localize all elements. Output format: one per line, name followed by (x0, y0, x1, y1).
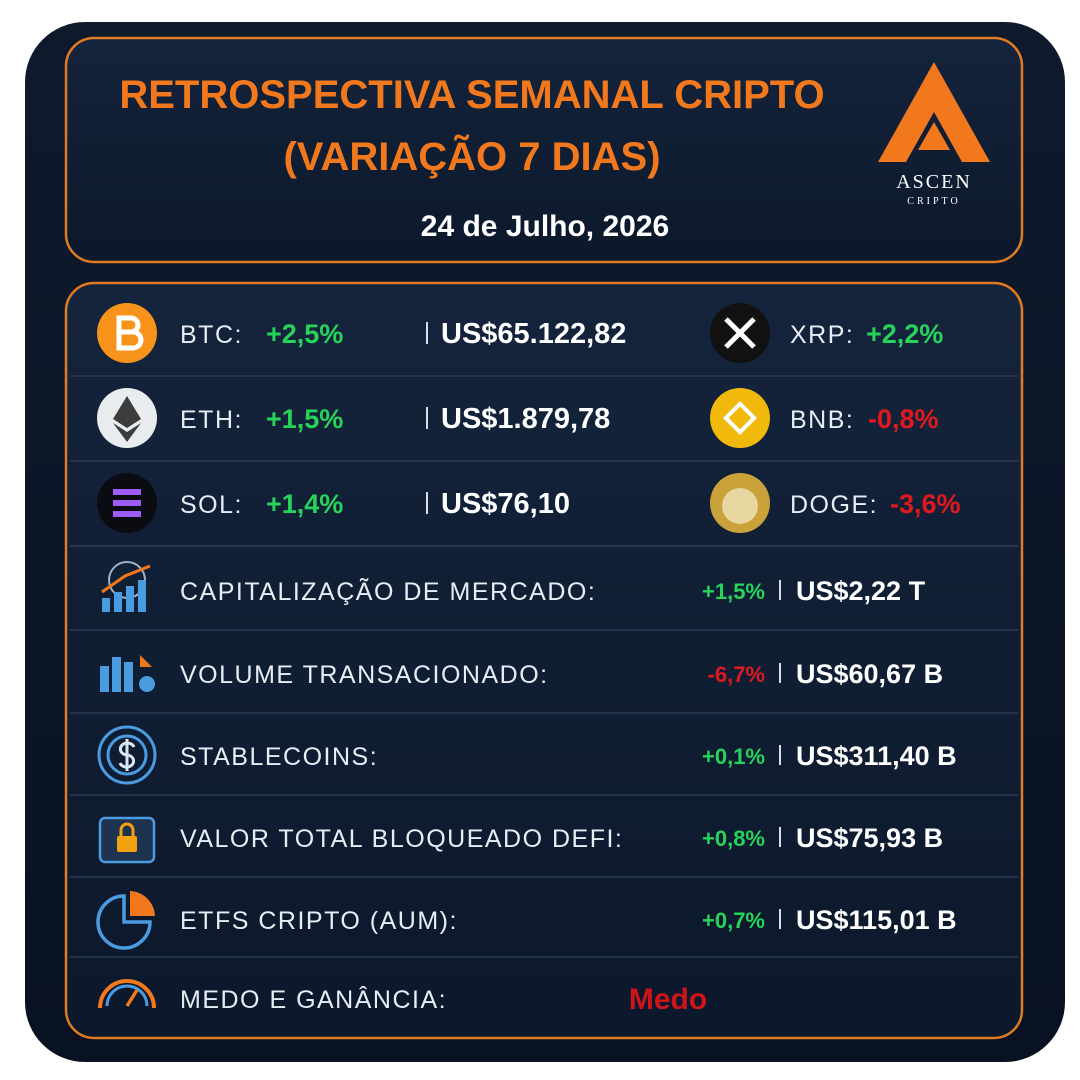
icon-pie (140, 655, 152, 667)
sentiment-label: MEDO E GANÂNCIA: (180, 985, 447, 1014)
doge-glyph (722, 488, 758, 524)
volume-icon (100, 655, 155, 692)
icon-gauge-inner (105, 984, 149, 1007)
metric-label: STABLECOINS: (180, 743, 378, 771)
coin-change: -3,6% (890, 489, 961, 519)
sentiment-value: Medo (629, 983, 707, 1016)
icon-coin (139, 676, 155, 692)
market-cap-icon (101, 561, 151, 612)
row-separators (70, 375, 1018, 958)
metric-change: +0,1% (702, 744, 765, 769)
icon-pie (96, 894, 152, 950)
metric-label: VOLUME TRANSACIONADO: (180, 661, 549, 689)
header-box (64, 36, 1024, 264)
body-box (64, 281, 1024, 1040)
logo-name: ASCEN (896, 171, 972, 193)
coin-price: US$65.122,82 (441, 318, 626, 350)
icon-gauge (98, 979, 156, 1009)
eth-glyph (113, 396, 141, 442)
fear-greed-icon (98, 979, 156, 1009)
icon-bar (124, 662, 133, 692)
etf-icon (96, 891, 155, 950)
logo-mark (918, 122, 950, 150)
coin-label: SOL: (180, 491, 243, 519)
icon-slice (130, 891, 155, 916)
bnb-icon (710, 388, 770, 448)
metric-label: ETFS CRIPTO (AUM): (180, 907, 458, 935)
icon-bar (100, 666, 109, 692)
logo-tagline: CRIPTO (907, 196, 960, 207)
logo: ASCEN CRIPTO (878, 62, 990, 207)
metric-change: +0,8% (702, 826, 765, 851)
metric-value: US$2,22 T (796, 576, 926, 606)
bnb-glyph (723, 401, 757, 435)
coin-label: DOGE: (790, 491, 878, 519)
icon-bar (102, 598, 110, 612)
metric-change: -6,7% (708, 662, 765, 687)
coin-label: BNB: (790, 406, 854, 434)
coin-change: +2,5% (266, 319, 343, 349)
tvl-icon (98, 816, 156, 864)
icon-ring (106, 734, 148, 776)
icon-bar (112, 657, 121, 692)
coin-price: US$76,10 (441, 488, 570, 520)
icon-bar (114, 592, 122, 612)
coin-change: +1,4% (266, 489, 343, 519)
icon-bar (126, 586, 134, 612)
metric-value: US$60,67 B (796, 659, 943, 689)
metric-value: US$75,93 B (796, 823, 943, 853)
icon-needle (125, 989, 139, 1007)
icon-dollar (118, 739, 136, 771)
coin-change: +1,5% (266, 404, 343, 434)
coin-label: BTC: (180, 321, 243, 349)
title-line: (VARIAÇÃO 7 DIAS) (283, 133, 660, 179)
coin-label: ETH: (180, 406, 243, 434)
coin-label: XRP: (790, 321, 854, 349)
coin-change: -0,8% (868, 404, 939, 434)
metric-change: +1,5% (702, 579, 765, 604)
xrp-glyph (724, 317, 756, 349)
logo-mark (878, 62, 990, 162)
metric-value: US$311,40 B (796, 741, 957, 771)
btc-glyph (116, 315, 144, 351)
metric-change: +0,7% (702, 908, 765, 933)
icon-lock (117, 836, 137, 852)
metric-label: CAPITALIZAÇÃO DE MERCADO: (180, 577, 596, 606)
stablecoin-icon (97, 725, 157, 785)
title-line: RETROSPECTIVA SEMANAL CRIPTO (119, 73, 824, 117)
metric-value: US$115,01 B (796, 905, 957, 935)
icon-arrow (101, 564, 151, 594)
icon-bar (138, 580, 146, 612)
sol-glyph (113, 489, 141, 517)
coin-change: +2,2% (866, 319, 943, 349)
coin-price: US$1.879,78 (441, 403, 610, 435)
icon-lock-shackle (119, 822, 135, 836)
metric-label: VALOR TOTAL BLOQUEADO DEFI: (180, 825, 623, 853)
date: 24 de Julho, 2026 (421, 210, 669, 243)
icon-ring (97, 725, 157, 785)
